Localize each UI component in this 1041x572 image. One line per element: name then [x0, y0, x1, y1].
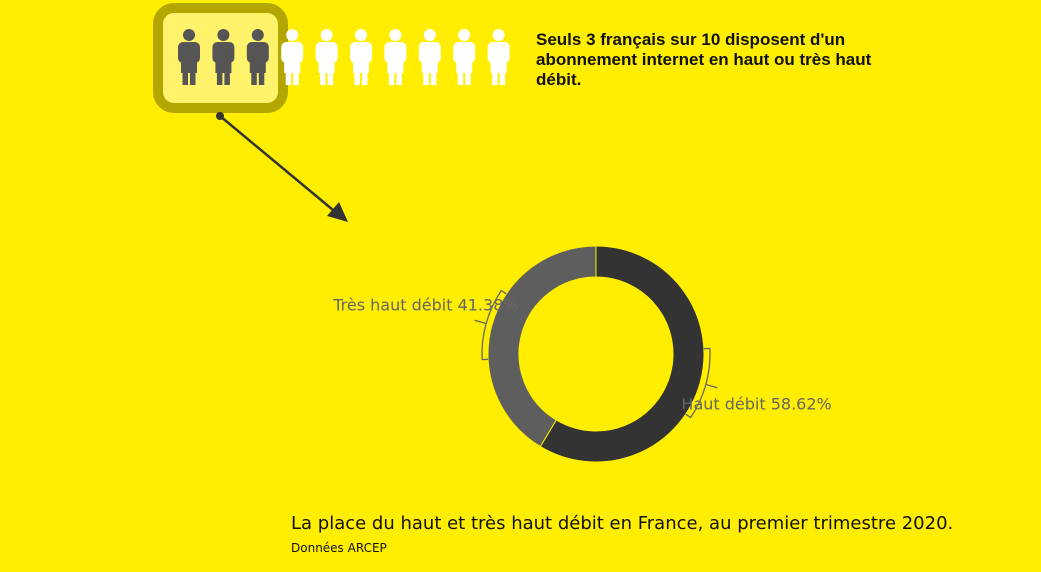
donut-slice-tr-s-haut-d-bit: [487, 245, 597, 448]
person-icon-highlighted: [246, 29, 269, 85]
chart-caption: La place du haut et très haut débit en F…: [291, 513, 954, 534]
label-bracket-haut-d-bit: [685, 347, 711, 419]
pictogram: [153, 3, 510, 113]
slice-label-haut-d-bit: Haut débit 58.62%: [681, 395, 831, 414]
label-bracket-tr-s-haut-d-bit: [481, 289, 507, 361]
person-icon: [384, 29, 407, 85]
data-source: Données ARCEP: [291, 541, 387, 555]
donut-chart: Haut débit 58.62% Très haut débit 41.38%: [332, 245, 832, 463]
slice-label-tr-s-haut-d-bit: Très haut débit 41.38%: [332, 295, 518, 314]
label-leader-tr-s-haut-d-bit: [474, 319, 487, 325]
headline: Seuls 3 français sur 10 disposent d'un a…: [536, 30, 872, 89]
person-icon: [487, 29, 510, 85]
arrow-line: [219, 115, 334, 211]
person-icon: [453, 29, 476, 85]
arrow-head: [327, 202, 348, 222]
person-icon: [418, 29, 441, 85]
donut-slice-haut-d-bit: [539, 245, 705, 463]
pointer-arrow: [216, 112, 348, 222]
person-icon: [315, 29, 338, 85]
person-icon-highlighted: [178, 29, 200, 85]
label-leader-haut-d-bit: [705, 383, 718, 389]
person-icon: [281, 29, 304, 85]
person-icon: [350, 29, 372, 85]
person-icon-highlighted: [212, 29, 235, 85]
